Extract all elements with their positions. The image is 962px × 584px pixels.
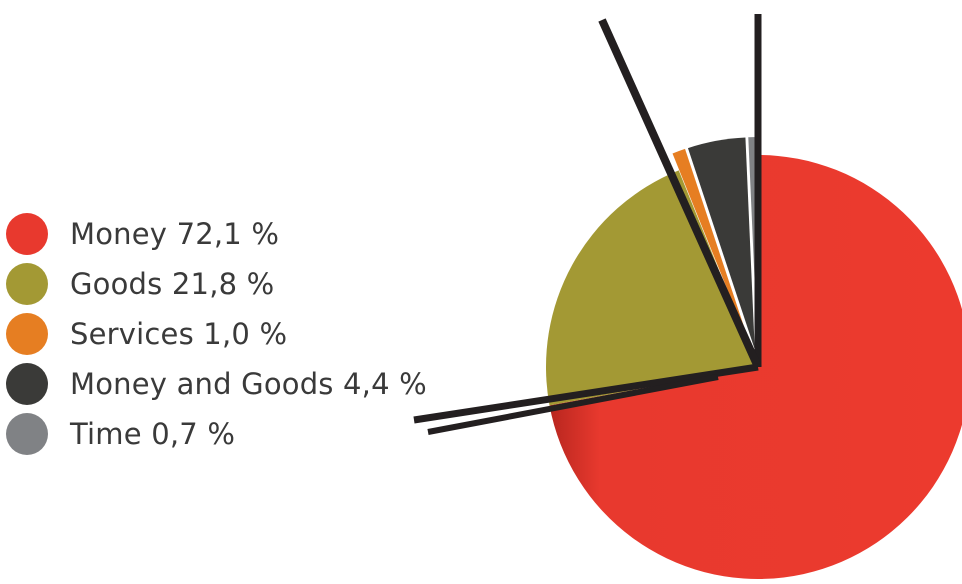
legend-item-time: Time 0,7 %: [6, 412, 235, 456]
pie-slice-goods: [546, 170, 758, 406]
legend-swatch-services: [6, 313, 48, 355]
legend-swatch-time: [6, 413, 48, 455]
legend-item-services: Services 1,0 %: [6, 312, 287, 356]
legend-label-services: Services 1,0 %: [70, 317, 288, 351]
legend-item-money-and-goods: Money and Goods 4,4 %: [6, 362, 427, 406]
legend-swatch-money: [6, 213, 48, 255]
legend-swatch-goods: [6, 263, 48, 305]
separator-line-diagonal: [598, 18, 762, 369]
legend-label-money-and-goods: Money and Goods 4,4 %: [70, 367, 427, 401]
legend-item-money: Money 72,1 %: [6, 212, 279, 256]
pie-slice-money: [549, 155, 962, 579]
legend-label-goods: Goods 21,8 %: [70, 267, 275, 301]
legend-label-time: Time 0,7 %: [70, 417, 236, 451]
separator-line-left-upper: [413, 363, 759, 424]
legend-swatch-money-and-goods: [6, 363, 48, 405]
legend-label-money: Money 72,1 %: [70, 217, 280, 251]
legend-item-goods: Goods 21,8 %: [6, 262, 274, 306]
separator-line-left-lower: [427, 374, 719, 435]
pie-slice-money-and-goods: [687, 137, 755, 350]
